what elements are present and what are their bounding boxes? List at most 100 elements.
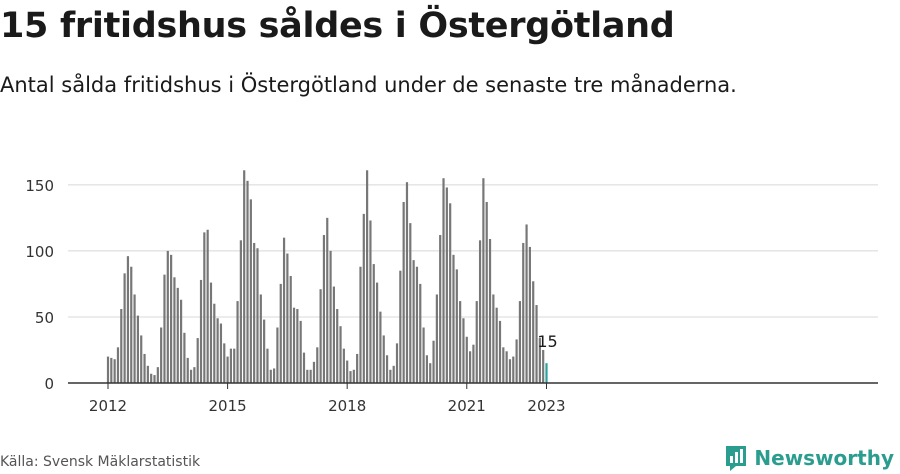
bar [316, 347, 319, 383]
bar [302, 352, 306, 383]
bar [352, 369, 355, 383]
bar [246, 180, 249, 383]
x-tick-label: 2015 [208, 397, 246, 415]
bar [229, 348, 233, 383]
bar [196, 338, 199, 383]
bar [170, 254, 173, 383]
bar [399, 270, 402, 383]
x-tick-label: 2023 [527, 397, 565, 415]
bar [462, 318, 465, 383]
bar [216, 318, 219, 383]
bar [339, 326, 342, 383]
bar [495, 307, 498, 383]
bar [356, 353, 359, 383]
x-tick-label: 2012 [89, 397, 127, 415]
bar [472, 344, 475, 383]
bar [459, 301, 462, 383]
bar [203, 232, 206, 383]
bar [163, 274, 166, 383]
bar [322, 235, 326, 383]
bar [485, 201, 488, 383]
bar [113, 359, 116, 383]
bar [525, 224, 528, 383]
bar [243, 170, 246, 383]
bar [156, 367, 159, 383]
bar [435, 294, 438, 383]
bar [395, 343, 399, 383]
bar [166, 250, 169, 383]
bar [498, 320, 502, 383]
bar [120, 309, 123, 383]
bar [405, 182, 409, 383]
bar [409, 223, 412, 383]
bar [326, 217, 329, 383]
bar [206, 229, 209, 383]
bar [465, 336, 468, 383]
newsworthy-logo-icon [726, 446, 747, 471]
bar [146, 365, 149, 383]
bar [468, 351, 472, 383]
bar [266, 348, 269, 383]
bar [189, 369, 193, 383]
bar [292, 307, 296, 383]
bar [110, 357, 113, 383]
bar [186, 357, 189, 383]
bar [226, 356, 229, 383]
bar [289, 275, 292, 383]
bar [299, 320, 302, 383]
bar [518, 301, 522, 383]
bar [263, 319, 266, 383]
bar [449, 203, 452, 383]
bar [508, 359, 512, 383]
bar [236, 301, 239, 383]
bar [306, 369, 309, 383]
bar [452, 254, 455, 383]
chart-subtitle: Antal sålda fritidshus i Östergötland un… [0, 73, 737, 97]
bar [123, 273, 126, 383]
bar [528, 246, 531, 383]
bar [106, 356, 110, 383]
bar [213, 303, 216, 383]
bar [233, 348, 236, 383]
bar [385, 355, 389, 383]
bar [379, 311, 382, 383]
bar [369, 220, 372, 383]
bar [492, 294, 495, 383]
brand-logo: Newsworthy [724, 444, 894, 472]
x-tick-label: 2021 [448, 397, 486, 415]
bar [269, 369, 272, 383]
bar [375, 282, 379, 383]
bar [336, 309, 339, 383]
bar [432, 340, 435, 383]
bar [425, 355, 429, 383]
bar [309, 369, 312, 383]
bar [366, 170, 369, 383]
bar [502, 347, 505, 383]
bar [439, 235, 442, 383]
bar [346, 360, 349, 383]
bar [279, 283, 282, 383]
bar [223, 343, 226, 383]
bar [392, 365, 395, 383]
highlight-value-label: 15 [537, 332, 557, 351]
bar [505, 351, 508, 383]
bar [402, 201, 405, 383]
bar [535, 305, 538, 383]
bar [282, 237, 286, 383]
bar [153, 375, 156, 383]
bar [116, 347, 120, 383]
bar [455, 269, 458, 383]
bar [488, 238, 492, 383]
bar [362, 213, 365, 383]
chart-title: 15 fritidshus såldes i Östergötland [0, 6, 675, 46]
bar [296, 309, 299, 383]
bar [276, 327, 279, 383]
source-note: Källa: Svensk Mäklarstatistik [0, 454, 201, 470]
bar [140, 335, 143, 383]
bar [382, 335, 385, 383]
bar-highlight [545, 363, 548, 383]
bar [133, 294, 136, 383]
bar [482, 178, 485, 383]
bar [143, 353, 146, 383]
